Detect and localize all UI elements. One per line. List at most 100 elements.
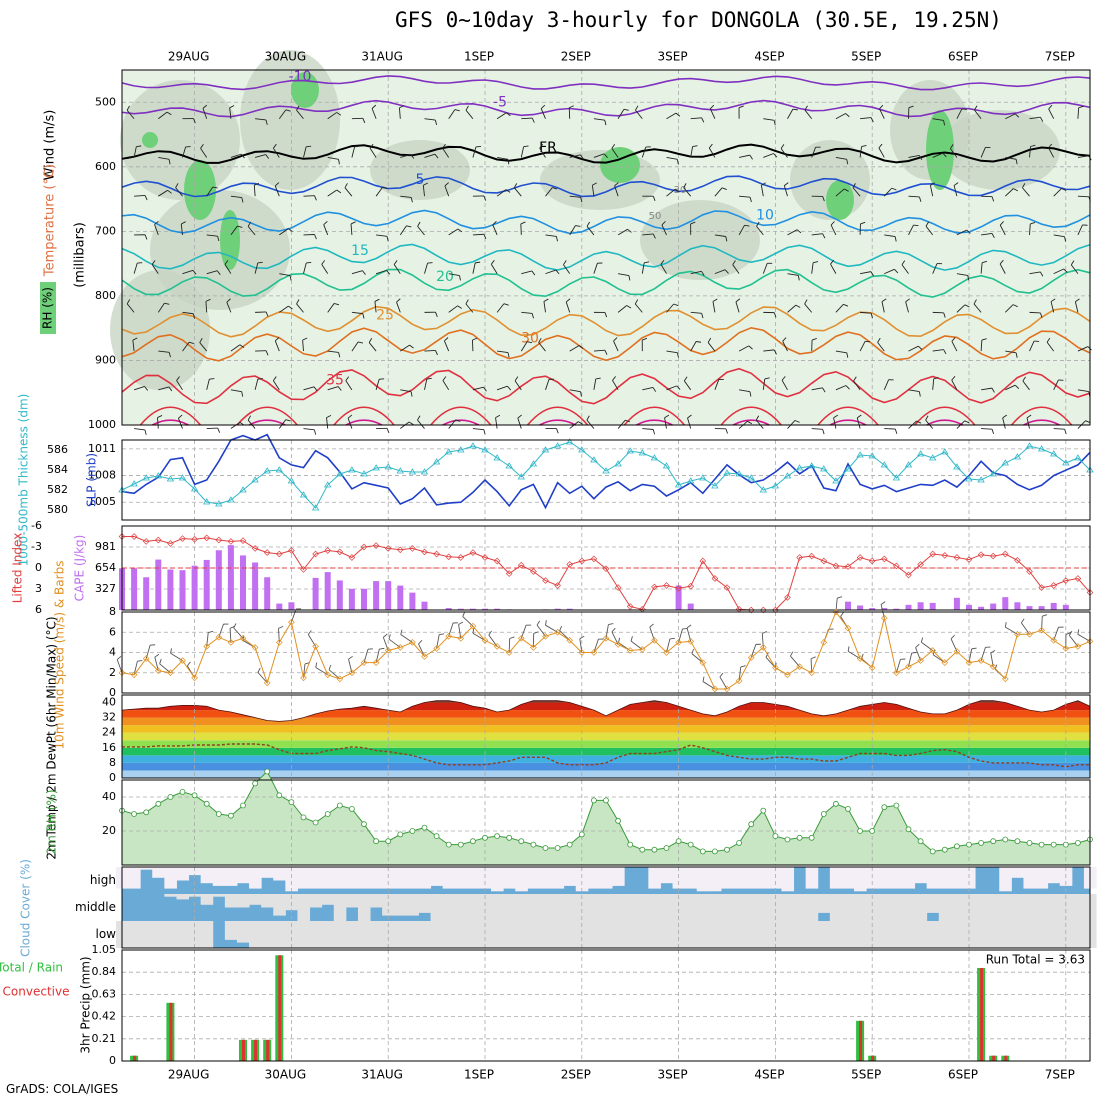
thickness-marker — [432, 458, 441, 465]
wind-barb-flag — [168, 386, 173, 392]
cloud-gap — [406, 894, 419, 916]
wind-barb — [182, 146, 187, 158]
cloud-gap — [999, 921, 1012, 948]
wind-barb-flag — [749, 154, 753, 160]
wind-barb — [279, 305, 289, 313]
wind-barb — [422, 185, 425, 197]
wind-barb — [980, 147, 986, 158]
lifted-index-marker — [312, 550, 319, 558]
cloud-gap — [1047, 867, 1061, 884]
wind-barb — [303, 262, 307, 274]
rh2m-marker — [820, 811, 827, 817]
wind-barb-flag — [1048, 143, 1053, 149]
wind-barb-flag — [830, 221, 835, 226]
rh2m-marker — [276, 792, 283, 799]
wind-speed-marker — [118, 669, 126, 677]
wind-barb — [1029, 223, 1031, 235]
lifted-index-marker — [1026, 568, 1033, 575]
rh-high-shading — [926, 110, 954, 190]
wind-speed-marker — [953, 648, 961, 655]
wind-barb — [274, 340, 280, 352]
wind-barb-flag — [531, 270, 536, 276]
cloud-gap — [745, 894, 758, 921]
cloud-gap — [733, 921, 746, 948]
thickness-marker — [590, 456, 598, 463]
wind-barb-flag — [580, 154, 584, 160]
lifted-index-marker — [1086, 589, 1094, 596]
wind-barb — [932, 152, 944, 158]
wind-barb — [901, 264, 909, 274]
wind-speed-marker — [977, 657, 985, 664]
cloud-gap — [926, 867, 940, 889]
wind-speed-marker — [554, 628, 561, 636]
wind-barb — [586, 419, 595, 429]
wind-barb — [303, 146, 307, 158]
cloud-gap — [1059, 921, 1073, 948]
wind-barb — [925, 225, 934, 236]
wind-speed-marker — [154, 667, 162, 675]
wind-barb — [472, 428, 484, 431]
wind-barb-flag — [1085, 420, 1091, 424]
isotherm-arc — [623, 406, 686, 426]
cape-bar — [687, 603, 694, 610]
thickness-marker — [965, 475, 973, 482]
wind-barb — [134, 428, 146, 431]
cloud-level-label: high — [90, 873, 116, 887]
cloud-gap — [466, 894, 480, 921]
wind-barb — [472, 386, 484, 391]
isotherm-line — [121, 99, 1091, 118]
cape-tick-label: 654 — [95, 561, 116, 574]
wind-barb-flag — [964, 420, 970, 424]
wind-barb — [424, 153, 436, 158]
wind-barb — [1077, 107, 1080, 119]
temp-color-band — [122, 755, 1090, 763]
wind-barb — [151, 264, 159, 274]
wind-barb — [981, 428, 993, 430]
lifted-index-marker — [844, 563, 852, 570]
wind-barb — [424, 349, 436, 352]
cloud-gap — [297, 867, 311, 889]
lifted-index-marker — [263, 549, 271, 556]
cloud-gap — [757, 894, 770, 921]
wind-barb-flag — [961, 108, 967, 110]
rh-contour-label: 50 — [649, 211, 662, 222]
wind-barb — [833, 417, 837, 429]
thickness-marker — [420, 468, 429, 475]
wind-barb — [884, 234, 896, 238]
rh2m-marker — [712, 848, 718, 855]
wind-barb — [709, 108, 716, 119]
wind-barb — [835, 303, 844, 313]
wind-barb-flag — [336, 189, 342, 194]
wind-barb-flag — [652, 233, 656, 239]
wind-barb-flag — [1048, 104, 1053, 110]
wind-barb-flag — [676, 352, 679, 358]
isotherm-line — [121, 175, 1091, 198]
wind-barb-flag — [347, 414, 353, 419]
pressure-tick-label: 600 — [95, 160, 116, 173]
thickness-marker — [1074, 454, 1082, 461]
wind-barb-flag — [274, 337, 280, 342]
lifted-index-marker — [542, 577, 549, 584]
cloud-gap — [660, 921, 674, 948]
wind-barb-flag — [265, 119, 268, 125]
wind-speed-marker — [384, 647, 392, 654]
cape-bar — [203, 559, 210, 610]
cape-bar — [978, 606, 985, 610]
thickness-marker — [469, 442, 477, 449]
wind-barb — [545, 234, 557, 237]
wind-barb — [1053, 188, 1062, 197]
cloud-gap — [418, 894, 432, 913]
wind-barb-flag — [503, 303, 509, 306]
cloud-gap — [406, 921, 419, 948]
isotherm-line — [121, 75, 1091, 91]
wind-barb — [302, 340, 304, 352]
wind-speed-marker — [941, 659, 949, 666]
cloud-gap — [297, 921, 311, 948]
wind-barb — [497, 350, 509, 354]
wind-speed-marker — [1062, 645, 1070, 652]
cloud-gap — [672, 921, 686, 948]
lifted-index-marker — [179, 535, 186, 542]
wind-barb — [175, 187, 183, 197]
wind-barb — [545, 187, 553, 197]
wind-barb-flag — [176, 376, 180, 381]
